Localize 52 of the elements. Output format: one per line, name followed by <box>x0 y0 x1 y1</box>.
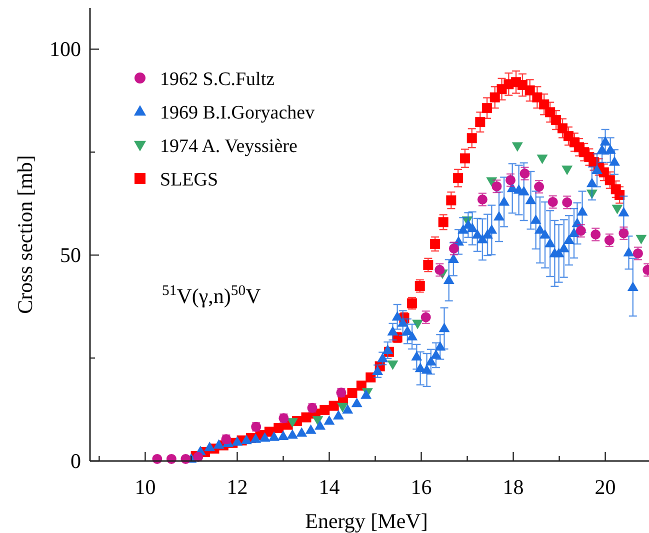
point <box>446 195 456 206</box>
x-tick-label: 20 <box>594 475 616 499</box>
point <box>460 153 470 164</box>
point <box>312 416 324 426</box>
y-tick-label: 50 <box>60 243 81 268</box>
point <box>347 388 358 398</box>
y-tick-label: 0 <box>70 449 81 473</box>
x-tick-label: 10 <box>134 475 156 499</box>
point <box>558 123 568 134</box>
point <box>366 372 376 382</box>
point <box>551 115 562 126</box>
point <box>618 228 629 238</box>
x-tick-label: 14 <box>318 475 340 499</box>
x-tick-label: 18 <box>502 475 524 499</box>
point <box>532 92 542 102</box>
point <box>337 402 348 412</box>
point <box>612 204 623 214</box>
y-tick-label: 100 <box>50 37 81 62</box>
point <box>328 400 339 411</box>
legend-label: SLEGS <box>160 170 218 190</box>
point <box>512 142 523 152</box>
point <box>274 423 284 434</box>
y-axis-title: Cross section [mb] <box>13 155 37 314</box>
point <box>438 217 448 228</box>
point <box>636 234 647 244</box>
x-tick-label: 12 <box>226 475 248 499</box>
point <box>524 85 535 96</box>
point <box>482 103 492 114</box>
x-tick-label: 16 <box>410 475 432 499</box>
point <box>539 99 550 110</box>
point <box>545 107 556 118</box>
point <box>453 173 464 184</box>
legend-label: 1962 S.C.Fultz <box>160 69 275 90</box>
annotation: $^{51}$V(γ,n)$^{50}$V <box>162 283 261 308</box>
point <box>423 260 434 270</box>
point <box>286 418 298 428</box>
point <box>486 177 498 187</box>
legend-label: 1974 A. Veyssière <box>160 136 298 157</box>
point <box>301 412 312 422</box>
point <box>412 320 424 330</box>
point <box>320 404 330 415</box>
point <box>490 92 500 102</box>
point <box>430 238 440 249</box>
point <box>387 360 398 370</box>
point <box>466 133 477 144</box>
point <box>536 154 548 164</box>
point <box>562 166 573 176</box>
x-axis-title: Energy [MeV] <box>305 509 428 533</box>
legend-label: 1969 B.I.Goryachev <box>160 102 316 124</box>
point <box>475 117 486 128</box>
point <box>604 175 615 186</box>
point <box>193 452 204 462</box>
